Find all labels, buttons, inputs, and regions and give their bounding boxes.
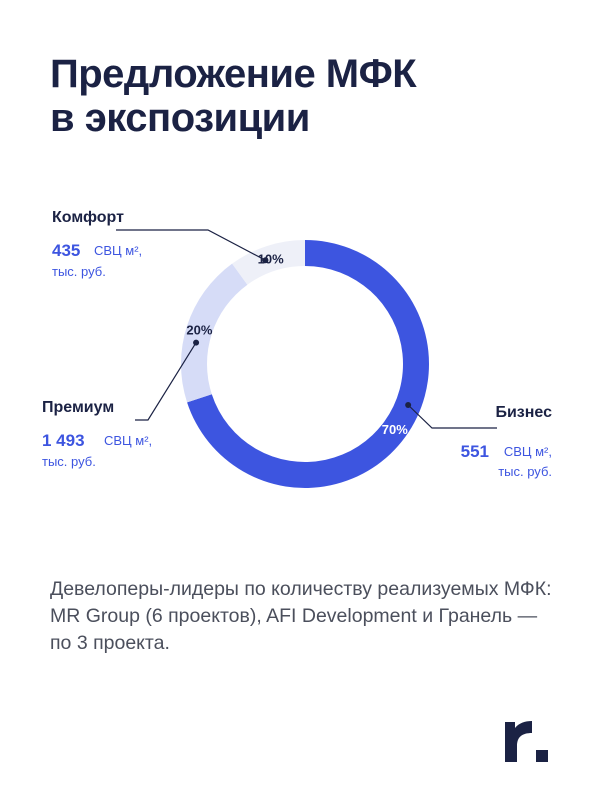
- title-line-2: в экспозиции: [50, 96, 310, 140]
- category-name-premium: Премиум: [42, 399, 114, 416]
- category-unit2-business: тыс. руб.: [498, 464, 552, 479]
- category-name-business: Бизнес: [495, 404, 552, 421]
- logo-dot: [536, 750, 548, 762]
- leader-line-2: [116, 229, 266, 261]
- leader-dot-2: [262, 257, 269, 264]
- category-value-komfort: 435: [52, 241, 80, 260]
- title-line-1: Предложение МФК: [50, 52, 417, 96]
- slice-label-0: 70%: [382, 422, 408, 437]
- category-unit-premium: СВЦ м²,: [104, 433, 152, 448]
- legend-premium: Премиум 1 493 СВЦ м², тыс. руб.: [42, 399, 152, 469]
- slice-label-1: 20%: [186, 323, 212, 338]
- category-unit-business: СВЦ м²,: [504, 444, 552, 459]
- leader-line-0: [407, 404, 497, 429]
- category-name-komfort: Комфорт: [52, 209, 124, 226]
- brand-r-logo-icon: [505, 721, 548, 762]
- leader-line-1: [135, 342, 197, 421]
- page-title: Предложение МФК в экспозиции: [50, 52, 417, 140]
- slice-1: [180, 263, 248, 403]
- percent-labels: 70% 20% 10%: [186, 251, 408, 437]
- leader-dot-0: [405, 401, 412, 408]
- category-unit2-komfort: тыс. руб.: [52, 264, 106, 279]
- slice-label-2: 10%: [258, 251, 284, 266]
- category-unit2-premium: тыс. руб.: [42, 454, 96, 469]
- category-value-business: 551: [461, 442, 489, 461]
- legend-komfort: Комфорт 435 СВЦ м², тыс. руб.: [52, 209, 142, 279]
- leader-dot-1: [193, 339, 200, 346]
- category-unit-komfort: СВЦ м²,: [94, 243, 142, 258]
- donut-chart: 70%20%10% Комфорт 435 СВЦ м², тыс. руб. …: [42, 209, 552, 488]
- footer-text: Девелоперы-лидеры по количеству реализуе…: [50, 578, 552, 654]
- donut-segments: [180, 240, 429, 488]
- logo-r-shape: [505, 721, 532, 762]
- legend-business: Бизнес 551 СВЦ м², тыс. руб.: [461, 404, 552, 479]
- leader-lines: [116, 229, 497, 429]
- slice-2: [232, 240, 305, 285]
- category-value-premium: 1 493: [42, 431, 85, 450]
